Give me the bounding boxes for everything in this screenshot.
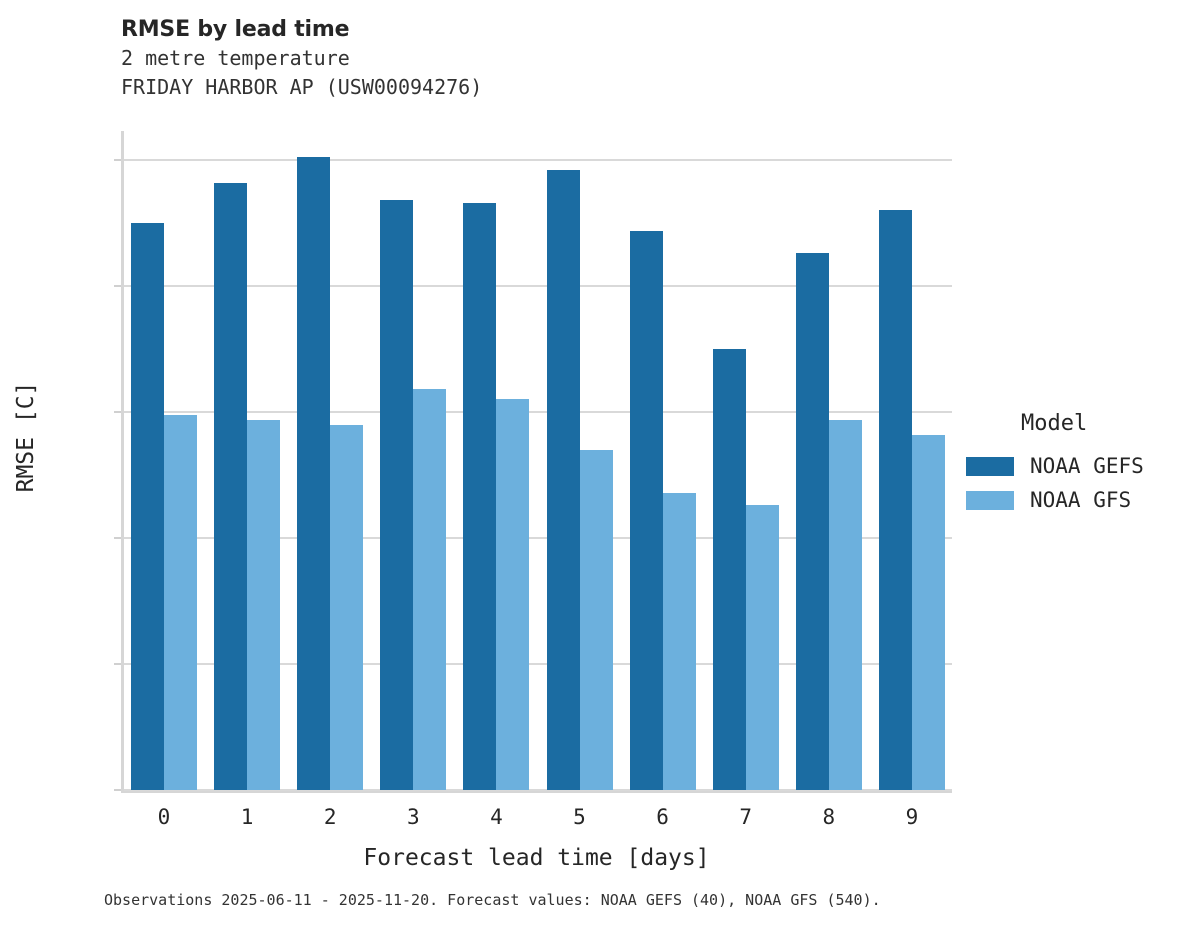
footer-note: Observations 2025-06-11 - 2025-11-20. Fo… (104, 891, 881, 909)
x-tick-label: 6 (656, 805, 669, 829)
bar-noaa-gfs-day-6 (662, 492, 696, 790)
plot-area (114, 131, 952, 793)
bar-noaa-gefs-day-6 (629, 230, 663, 790)
legend-item[interactable]: NOAA GFS (966, 483, 1181, 517)
x-axis-spine (121, 790, 952, 793)
legend-swatch-icon (966, 456, 1014, 476)
y-tick-mark (114, 663, 121, 665)
bar-noaa-gfs-day-0 (164, 414, 197, 790)
bar-noaa-gfs-day-8 (828, 419, 862, 790)
legend: Model NOAA GEFS NOAA GFS (966, 411, 1181, 517)
bar-noaa-gefs-day-7 (712, 349, 746, 790)
bar-noaa-gfs-day-4 (496, 399, 530, 790)
x-tick-label: 2 (323, 805, 337, 829)
legend-title: Model (1021, 411, 1088, 436)
x-tick-label: 0 (157, 805, 171, 829)
x-tick-label: 5 (573, 805, 586, 829)
page-title: RMSE by lead time (121, 17, 350, 42)
bar-noaa-gfs-day-9 (911, 434, 945, 790)
y-tick-mark (114, 285, 121, 287)
gridline (124, 537, 952, 539)
chart-subtitle-station: FRIDAY HARBOR AP (USW00094276) (121, 75, 483, 99)
y-axis-spine (121, 131, 124, 793)
y-tick-mark (114, 411, 121, 413)
legend-item-label: NOAA GFS (1030, 487, 1132, 512)
bar-noaa-gfs-day-3 (413, 389, 447, 790)
legend-swatch-icon (966, 490, 1014, 510)
bar-noaa-gefs-day-3 (380, 200, 414, 790)
x-tick-label: 3 (406, 805, 420, 829)
bar-noaa-gefs-day-9 (878, 210, 912, 790)
bars-layer (121, 131, 952, 793)
x-axis-title: Forecast lead time [days] (363, 845, 710, 871)
bar-noaa-gefs-day-2 (297, 157, 331, 790)
y-axis-title: RMSE [C] (13, 381, 39, 493)
bar-noaa-gefs-day-0 (131, 223, 164, 790)
bar-noaa-gefs-day-5 (546, 170, 580, 790)
bar-noaa-gfs-day-7 (745, 505, 779, 790)
bar-noaa-gefs-day-8 (795, 253, 829, 790)
y-tick-mark (114, 789, 121, 791)
bar-noaa-gfs-day-1 (247, 419, 281, 790)
gridline (124, 411, 952, 413)
x-tick-label: 8 (822, 805, 836, 829)
legend-item[interactable]: NOAA GEFS (966, 449, 1181, 483)
x-tick-label: 1 (240, 805, 254, 829)
x-tick-label: 7 (739, 805, 753, 829)
legend-entries: NOAA GEFS NOAA GFS (966, 449, 1181, 517)
gridline (124, 285, 952, 287)
chart-header: RMSE by lead time 2 metre temperature FR… (121, 16, 1021, 102)
x-tick-label: 4 (490, 805, 503, 829)
x-tick-label: 9 (905, 805, 919, 829)
y-tick-mark (114, 159, 121, 161)
gridline (124, 159, 952, 161)
y-tick-mark (114, 537, 121, 539)
x-axis-tick-labels: 0 1 2 3 4 5 6 7 8 9 (121, 805, 952, 835)
bar-noaa-gfs-day-2 (330, 424, 364, 790)
chart-subtitle-variable: 2 metre temperature (121, 46, 350, 70)
legend-item-label: NOAA GEFS (1030, 453, 1144, 478)
gridline (124, 663, 952, 665)
gridline (124, 789, 952, 791)
bar-noaa-gefs-day-4 (463, 202, 497, 790)
bar-noaa-gfs-day-5 (579, 449, 613, 790)
bar-noaa-gefs-day-1 (214, 182, 248, 790)
